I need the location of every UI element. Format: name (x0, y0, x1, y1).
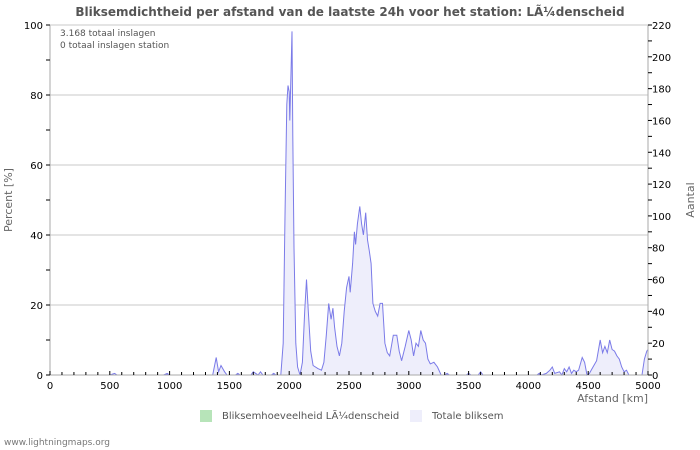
x-tick-label: 0 (47, 381, 53, 392)
y-tick-label-right: 100 (652, 212, 671, 223)
legend-swatch-station (200, 410, 212, 422)
y-axis-label-right: Aantal (684, 182, 697, 217)
station-strikes-text: 0 totaal inslagen station (60, 41, 170, 51)
y-tick-label-left: 80 (30, 91, 43, 102)
y-tick-label-right: 80 (652, 244, 665, 255)
legend-swatch-total (410, 410, 422, 422)
x-tick-label: 4500 (575, 381, 600, 392)
y-tick-label-right: 140 (652, 148, 671, 159)
y-tick-label-right: 180 (652, 85, 671, 96)
y-tick-label-left: 60 (30, 161, 43, 172)
series-area-total (50, 31, 648, 376)
x-tick-label: 2500 (336, 381, 361, 392)
chart-title: Bliksemdichtheid per afstand van de laat… (75, 5, 625, 19)
x-tick-label: 3500 (456, 381, 481, 392)
y-axis-label-left: Percent [%] (2, 168, 15, 232)
y-tick-label-left: 0 (37, 371, 43, 382)
total-strikes-text: 3.168 totaal inslagen (60, 29, 156, 39)
y-tick-label-right: 0 (652, 371, 658, 382)
y-tick-label-right: 60 (652, 276, 665, 287)
x-tick-label: 3000 (396, 381, 421, 392)
x-tick-label: 2000 (276, 381, 301, 392)
footer-source: www.lightningmaps.org (4, 438, 110, 448)
y-tick-label-right: 120 (652, 180, 671, 191)
y-tick-label-right: 220 (652, 21, 671, 32)
x-tick-label: 5000 (635, 381, 660, 392)
y-tick-label-left: 20 (30, 301, 43, 312)
y-tick-label-right: 40 (652, 307, 665, 318)
y-tick-label-left: 40 (30, 231, 43, 242)
x-tick-label: 4000 (516, 381, 541, 392)
legend-label-station: Bliksemhoeveelheid LÃ¼denscheid (222, 411, 400, 422)
legend-label-total: Totale bliksem (432, 411, 504, 422)
y-tick-label-left: 100 (24, 21, 43, 32)
x-tick-label: 1000 (157, 381, 182, 392)
x-tick-label: 1500 (217, 381, 242, 392)
y-tick-label-right: 200 (652, 53, 671, 64)
y-tick-label-right: 20 (652, 339, 665, 350)
x-axis-label: Afstand [km] (577, 392, 648, 405)
y-tick-label-right: 160 (652, 116, 671, 127)
x-tick-label: 500 (100, 381, 119, 392)
